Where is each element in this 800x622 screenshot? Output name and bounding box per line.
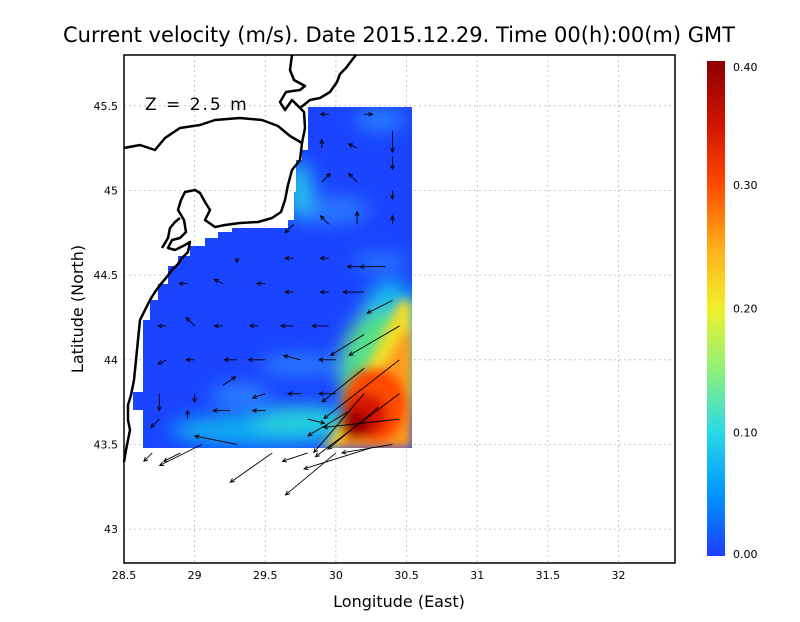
velocity-vector [212,408,230,414]
velocity-vector [307,410,351,437]
y-axis-label: Latitude (North) [68,245,87,373]
velocity-vector [222,376,237,386]
velocity-vector [366,300,393,314]
velocity-vector [185,357,195,363]
velocity-vector [162,452,181,462]
depth-annotation: Z = 2.5 m [145,95,249,115]
velocity-vector [284,224,294,234]
velocity-vector [364,111,374,117]
velocity-vector [390,131,395,154]
velocity-vector [318,357,336,363]
x-tick-label: 30.5 [394,569,419,582]
velocity-vector [390,190,395,200]
velocity-vector [282,354,301,361]
colorbar-tick-label: 0.10 [733,426,758,439]
velocity-vector [178,281,188,287]
velocity-vector [313,393,365,454]
velocity-vector [248,323,259,329]
colorbar-tick-label: 0.20 [733,303,758,316]
velocity-vector [284,452,337,496]
velocity-vector [323,359,400,420]
plot-frame [123,54,676,564]
velocity-vector [158,444,202,466]
velocity-vector [347,143,358,149]
velocity-vector [327,406,379,450]
velocity-vector [213,323,223,329]
velocity-field [133,107,412,448]
velocity-vector [319,138,325,149]
velocity-vector [143,452,153,463]
coastline [122,54,357,463]
chart-title: Current velocity (m/s). Date 2015.12.29.… [63,23,735,47]
velocity-vector [192,393,198,404]
y-tick-label: 44.5 [94,269,119,282]
colorbar [707,61,725,556]
velocity-vector [229,452,273,483]
x-tick-label: 31.5 [536,569,561,582]
x-tick-label: 31 [470,569,484,582]
velocity-vector [156,393,162,412]
x-tick-label: 29.5 [253,569,278,582]
velocity-vector [150,418,160,429]
velocity-vector [340,444,393,455]
velocity-vector [322,418,400,430]
velocity-vector [284,289,294,295]
colorbar-tick-label: 0.30 [733,179,758,192]
velocity-vector [247,357,266,363]
x-tick-label: 28.5 [112,569,137,582]
velocity-vector [319,255,329,261]
velocity-vector [390,214,395,225]
y-tick-label: 43.5 [94,438,119,451]
x-tick-labels: 28.5 29 29.5 30 30.5 31 31.5 32 [112,569,626,582]
velocity-vector [348,325,400,356]
colorbar-tick-label: 0.40 [733,61,758,74]
velocity-vector [234,258,240,264]
velocity-vector [318,391,336,397]
y-tick-labels: 43 43.5 44 44.5 45 45.5 [94,100,119,536]
velocity-vector [286,391,301,397]
velocity-vector [157,359,167,365]
velocity-vector [321,367,365,403]
velocity-vector [251,393,266,399]
velocity-vectors [143,111,400,496]
velocity-vector [319,215,330,225]
velocity-vector [185,409,190,420]
velocity-vector [347,172,358,183]
velocity-vector [281,452,308,463]
velocity-vector [193,434,238,445]
velocity-vector [213,278,224,285]
x-axis-label: Longitude (East) [333,592,465,611]
velocity-vector [307,418,326,425]
velocity-vector [156,323,167,329]
y-tick-label: 44 [104,354,118,367]
velocity-vector [329,334,365,356]
velocity-vector [284,255,294,261]
velocity-vector [255,281,266,287]
velocity-vector [390,156,395,171]
y-tick-label: 43 [104,523,118,536]
y-tick-label: 45 [104,184,118,197]
colorbar-tick-label: 0.00 [733,548,758,561]
velocity-vector [223,357,238,363]
velocity-vector [359,264,386,270]
velocity-vector [354,210,360,225]
velocity-vector [319,289,329,295]
velocity-vector [321,172,331,183]
x-tick-label: 30 [329,569,343,582]
velocity-vector [342,289,365,295]
velocity-vector [303,447,372,470]
velocity-vector [311,323,329,329]
colorbar-tick-labels: 0.00 0.10 0.20 0.30 0.40 [733,61,758,561]
velocity-vector [279,323,294,329]
velocity-vector [185,316,195,327]
x-tick-label: 32 [611,569,625,582]
y-tick-label: 45.5 [94,100,119,113]
velocity-vector [319,111,329,117]
velocity-vector [251,408,266,414]
x-tick-label: 29 [188,569,202,582]
